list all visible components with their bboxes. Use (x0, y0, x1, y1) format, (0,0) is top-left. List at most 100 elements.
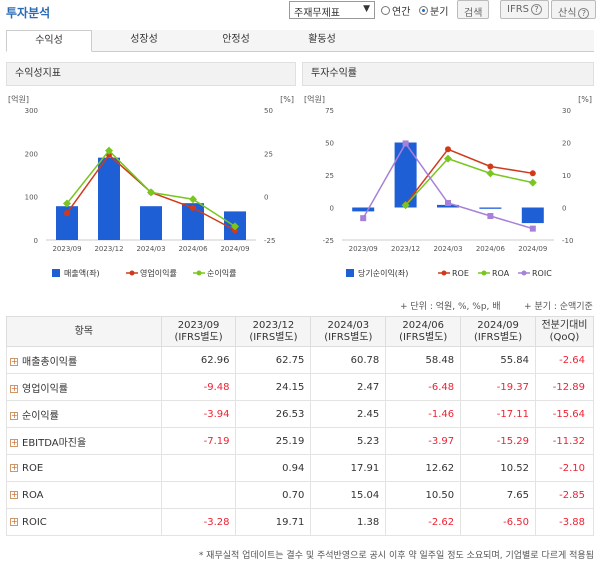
formula-label: 산식 (558, 8, 577, 19)
statement-select[interactable]: 주재무제표 ▼ (289, 1, 375, 19)
row-name-cell[interactable]: + EBITDA마진율 (6, 427, 162, 455)
series-line (405, 157, 533, 206)
table-row[interactable]: + 영업이익률 -9.48 24.15 2.47 -6.48 -19.37 -12.89 (6, 373, 595, 401)
left-tick-label: 75 (325, 107, 334, 115)
right-tick-label: -10 (562, 237, 573, 245)
qoq-cell: -2.10 (534, 454, 595, 482)
radio-annual-dot[interactable] (381, 6, 390, 15)
legend-label: ROA (492, 269, 510, 278)
value-cell: 19.71 (235, 508, 312, 536)
point-mark (231, 222, 239, 231)
tab-bar: 수익성 성장성 안정성 활동성 (6, 30, 594, 52)
table-row[interactable]: + 매출총이익률 62.96 62.75 60.78 58.48 55.84 -2.64 (6, 346, 595, 374)
value-cell: 24.15 (235, 373, 312, 401)
radio-annual-label: 연간 (392, 7, 411, 18)
expand-icon[interactable]: + (10, 437, 18, 447)
value-cell: 12.62 (385, 454, 462, 482)
value-cell: 10.52 (460, 454, 536, 482)
legend-label: 영업이익률 (140, 268, 177, 278)
legend-label: ROIC (532, 269, 552, 278)
left-tick-label: 0 (34, 237, 38, 245)
table-row[interactable]: + ROA 0.70 15.04 10.50 7.65 -2.85 (6, 481, 595, 509)
col-basis-label: (IFRS별도) (174, 331, 223, 343)
point-mark (529, 170, 536, 177)
value-cell: 5.23 (310, 427, 387, 455)
radio-quarter[interactable]: 분기 (419, 3, 448, 18)
value-cell: 62.75 (235, 346, 312, 374)
x-tick-label: 2024/09 (220, 245, 249, 253)
row-name-cell[interactable]: + ROE (6, 454, 162, 482)
x-tick-label: 2023/09 (52, 245, 81, 253)
tab-activity[interactable]: 활동성 (308, 34, 336, 45)
right-tick-label: 0 (264, 194, 268, 202)
col-period: 2023/12 (IFRS별도) (235, 316, 312, 347)
table-row[interactable]: + ROIC -3.28 19.71 1.38 -2.62 -6.50 -3.88 (6, 508, 595, 536)
radio-annual[interactable]: 연간 (381, 3, 410, 18)
value-cell: 1.38 (310, 508, 387, 536)
value-cell: -6.50 (460, 508, 536, 536)
right-tick-label: 20 (562, 140, 571, 148)
right-unit-label: [%] (578, 95, 592, 104)
table-row[interactable]: + ROE 0.94 17.91 12.62 10.52 -2.10 (6, 454, 595, 482)
point-mark (487, 213, 494, 220)
search-button[interactable]: 검색 (457, 0, 490, 19)
return-chart: [억원] [%] -25 0 25 50 75 -10 0 10 20 30 2023/09 2023/1… (304, 94, 592, 278)
expand-icon[interactable]: + (10, 356, 18, 366)
row-name-cell[interactable]: + ROIC (6, 508, 162, 536)
expand-icon[interactable]: + (10, 383, 18, 393)
legend-swatch (129, 270, 135, 276)
col-period: 2024/09 (IFRS별도) (460, 316, 536, 347)
bar-mark (98, 157, 120, 240)
ratio-table: 항목 2023/09 (IFRS별도) 2023/12 (IFRS별도) 2024/… (6, 316, 595, 536)
row-name: 매출총이익률 (22, 356, 78, 368)
qoq-cell: -2.85 (534, 481, 595, 509)
bar-mark (140, 206, 162, 240)
col-period: 2024/06 (IFRS별도) (385, 316, 462, 347)
tab-stability[interactable]: 안정성 (222, 34, 250, 45)
value-cell: -19.37 (460, 373, 536, 401)
table-row[interactable]: + 순이익률 -3.94 26.53 2.45 -1.46 -17.11 -15.64 (6, 400, 595, 428)
left-tick-label: 50 (325, 140, 334, 148)
value-cell: -7.19 (160, 427, 237, 455)
help-icon[interactable]: ? (531, 4, 542, 15)
col-item: 항목 (6, 316, 162, 347)
row-name-cell[interactable]: + ROA (6, 481, 162, 509)
qoq-cell: -11.32 (534, 427, 595, 455)
table-row[interactable]: + EBITDA마진율 -7.19 25.19 5.23 -3.97 -15.29 -11.3… (6, 427, 595, 455)
expand-icon[interactable]: + (10, 462, 18, 472)
row-name-cell[interactable]: + 영업이익률 (6, 373, 162, 401)
bar-mark (56, 206, 78, 240)
col-period-label: 2023/12 (252, 319, 295, 331)
row-name-cell[interactable]: + 순이익률 (6, 400, 162, 428)
radio-quarter-dot[interactable] (419, 6, 428, 15)
tab-profitability[interactable]: 수익성 (6, 30, 92, 52)
row-name: 영업이익률 (22, 383, 68, 395)
ifrs-button[interactable]: IFRS? (500, 0, 549, 19)
x-tick-label: 2024/09 (518, 245, 547, 253)
expand-icon[interactable]: + (10, 516, 18, 526)
right-tick-label: -25 (264, 237, 275, 245)
row-name-cell[interactable]: + 매출총이익률 (6, 346, 162, 374)
value-cell: -3.28 (160, 508, 237, 536)
right-tick-label: 10 (562, 172, 571, 180)
value-cell: 58.48 (385, 346, 462, 374)
help-icon[interactable]: ? (578, 8, 590, 19)
formula-button[interactable]: 산식? (551, 0, 597, 19)
col-basis-label: (IFRS별도) (249, 331, 298, 343)
expand-icon[interactable]: + (10, 489, 18, 499)
value-cell: 7.65 (460, 481, 536, 509)
row-name: ROA (22, 489, 44, 501)
point-mark (401, 201, 410, 210)
unit-note: + 단위 : 억원, %, %p, 배 (400, 302, 501, 312)
top-bar: 투자분석 주재무제표 ▼ 연간 분기 검색 IFRS? 산식? (0, 0, 600, 24)
value-cell: 2.45 (310, 400, 387, 428)
col-period-label: 2024/06 (402, 319, 444, 331)
x-tick-label: 2023/12 (391, 245, 420, 253)
col-qoq: 전분기대비 (QoQ) (534, 316, 595, 347)
tab-growth[interactable]: 성장성 (130, 34, 158, 45)
left-tick-label: 25 (325, 172, 334, 180)
col-qoq-label: 전분기대비 (541, 319, 588, 331)
legend-label: ROE (452, 269, 469, 278)
expand-icon[interactable]: + (10, 410, 18, 420)
point-mark (190, 204, 196, 211)
